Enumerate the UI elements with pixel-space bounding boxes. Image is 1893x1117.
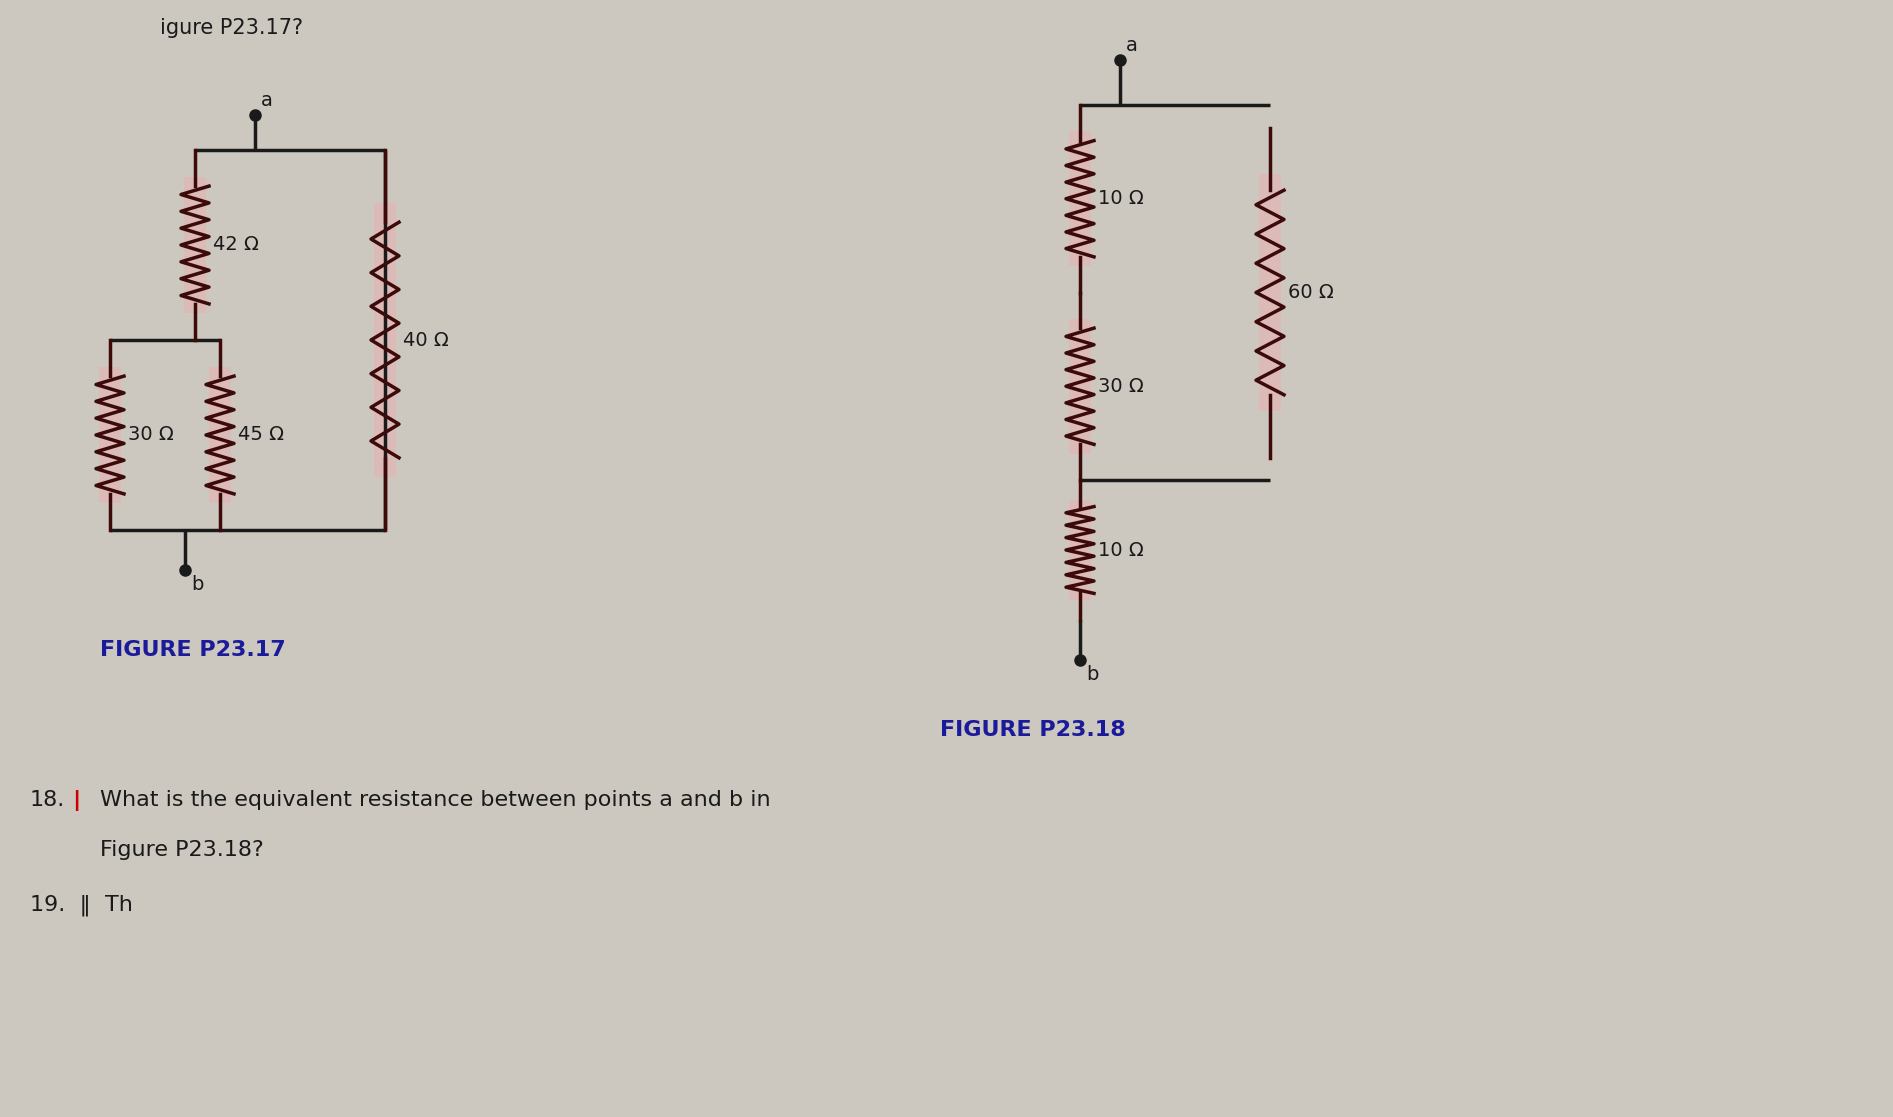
Text: What is the equivalent resistance between points a and b in: What is the equivalent resistance betwee… — [100, 790, 770, 810]
Text: Figure P23.18?: Figure P23.18? — [100, 840, 263, 860]
Text: b: b — [1087, 665, 1098, 684]
Bar — [1070, 132, 1090, 266]
Bar — [208, 366, 231, 504]
Text: 30 Ω: 30 Ω — [1098, 376, 1143, 395]
Text: a: a — [261, 90, 273, 109]
Bar — [98, 366, 121, 504]
Text: |: | — [72, 790, 80, 811]
Text: 18.: 18. — [30, 790, 64, 810]
Text: 60 Ω: 60 Ω — [1287, 283, 1335, 302]
Bar — [184, 176, 206, 314]
Bar — [1259, 174, 1282, 411]
Text: igure P23.17?: igure P23.17? — [161, 18, 303, 38]
Text: 30 Ω: 30 Ω — [129, 426, 174, 445]
Text: 10 Ω: 10 Ω — [1098, 541, 1143, 560]
Text: 45 Ω: 45 Ω — [239, 426, 284, 445]
Text: 19.  ‖  Th: 19. ‖ Th — [30, 895, 133, 917]
Text: a: a — [1126, 36, 1138, 55]
Bar — [1070, 318, 1090, 454]
Text: b: b — [191, 575, 203, 594]
Bar — [1070, 499, 1090, 601]
Text: FIGURE P23.17: FIGURE P23.17 — [100, 640, 286, 660]
Text: 40 Ω: 40 Ω — [403, 331, 449, 350]
Bar — [375, 203, 396, 477]
Text: FIGURE P23.18: FIGURE P23.18 — [941, 720, 1126, 739]
Text: 10 Ω: 10 Ω — [1098, 189, 1143, 208]
Text: 42 Ω: 42 Ω — [214, 236, 259, 255]
